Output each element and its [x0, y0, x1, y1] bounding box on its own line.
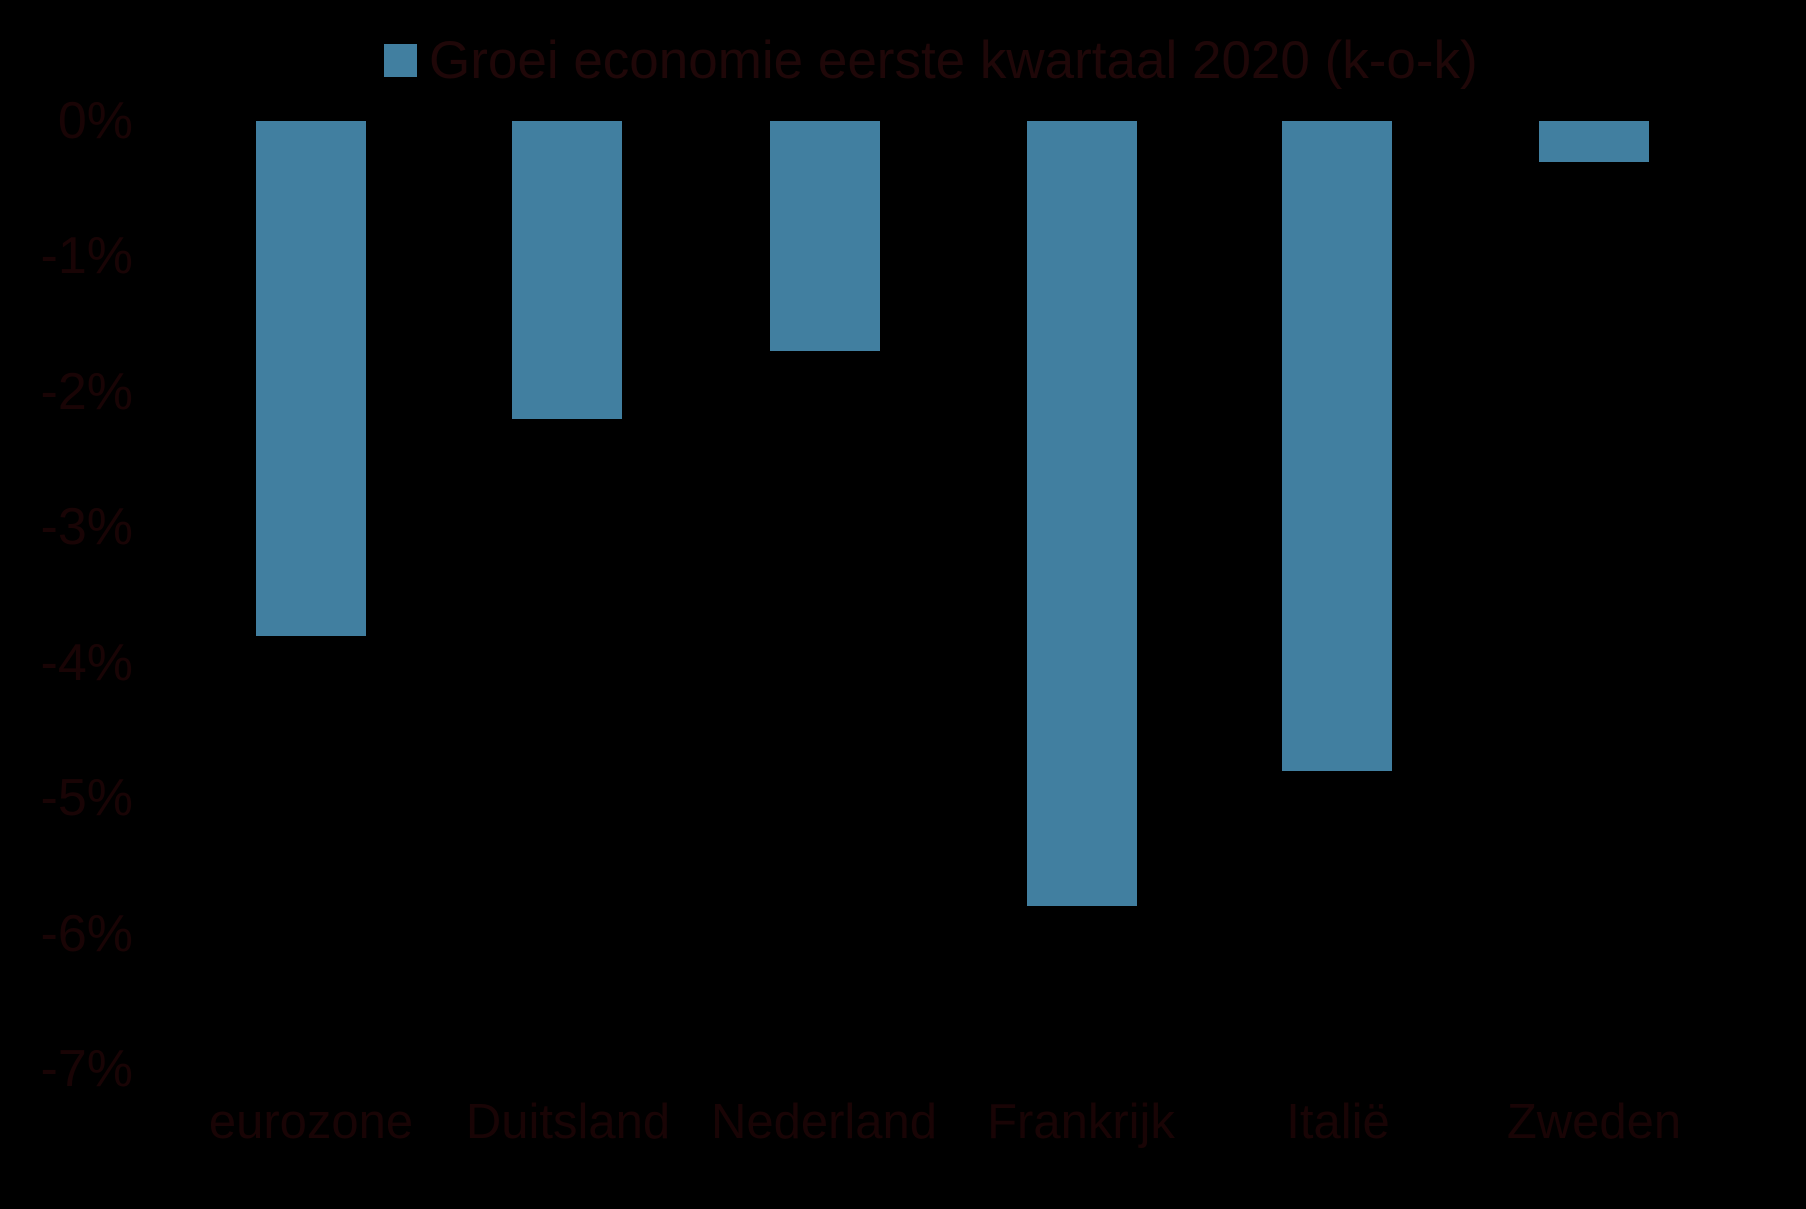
x-category-label: Frankrijk: [987, 1095, 1175, 1149]
y-tick-label: -6%: [40, 904, 133, 963]
bar-Duitsland: [512, 121, 622, 419]
y-tick-label: 0%: [57, 92, 133, 150]
y-tick-label: -3%: [40, 498, 133, 557]
y-tick-label: -7%: [40, 1040, 133, 1098]
y-tick-label: -1%: [40, 227, 133, 286]
y-tick-label: -5%: [40, 769, 133, 828]
bar-Zweden: [1539, 121, 1649, 162]
bar-eurozone: [256, 121, 366, 636]
x-category-label: Duitsland: [465, 1095, 671, 1149]
legend-series-label: Groei economie eerste kwartaal 2020 (k-o…: [429, 30, 1478, 90]
y-tick-label: -4%: [40, 633, 133, 692]
x-category-label: eurozone: [208, 1095, 414, 1149]
x-category-label: Nederland: [710, 1095, 938, 1149]
bar-Nederland: [770, 121, 880, 351]
legend-swatch-icon: [384, 43, 417, 77]
x-category-label: Italië: [1286, 1095, 1390, 1149]
bar-Frankrijk: [1027, 121, 1137, 906]
x-category-label: Zweden: [1506, 1095, 1682, 1149]
chart-legend: Groei economie eerste kwartaal 2020 (k-o…: [384, 27, 1478, 93]
y-tick-label: -2%: [40, 362, 133, 421]
bar-Italië: [1282, 121, 1392, 771]
